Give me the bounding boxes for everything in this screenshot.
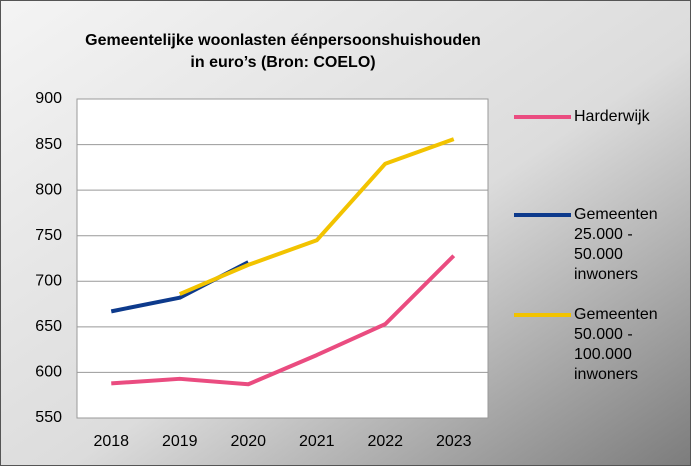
y-tick-label: 650 xyxy=(35,318,62,335)
y-tick-label: 900 xyxy=(35,90,62,107)
x-tick-label: 2022 xyxy=(367,433,403,450)
y-tick-label: 600 xyxy=(35,364,62,381)
x-tick-label: 2021 xyxy=(299,433,335,450)
legend-label: Gemeenten 25.000 - 50.000 inwoners xyxy=(574,206,658,283)
chart-title: in euro’s (Bron: COELO) xyxy=(190,54,375,71)
x-tick-label: 2020 xyxy=(230,433,266,450)
x-tick-label: 2019 xyxy=(162,433,198,450)
y-tick-label: 750 xyxy=(35,227,62,244)
y-tick-label: 800 xyxy=(35,181,62,198)
x-tick-label: 2018 xyxy=(93,433,129,450)
series-line xyxy=(111,254,456,387)
legend-label: Harderwijk xyxy=(574,108,650,125)
y-tick-label: 550 xyxy=(35,409,62,426)
legend-label: Gemeenten 50.000 - 100.000 inwoners xyxy=(574,306,658,383)
y-tick-label: 850 xyxy=(35,136,62,153)
series-line xyxy=(178,137,455,296)
x-tick-label: 2023 xyxy=(436,433,472,450)
chart-title: Gemeentelijke woonlasten éénpersoonshuis… xyxy=(85,32,481,49)
y-tick-label: 700 xyxy=(35,273,62,290)
